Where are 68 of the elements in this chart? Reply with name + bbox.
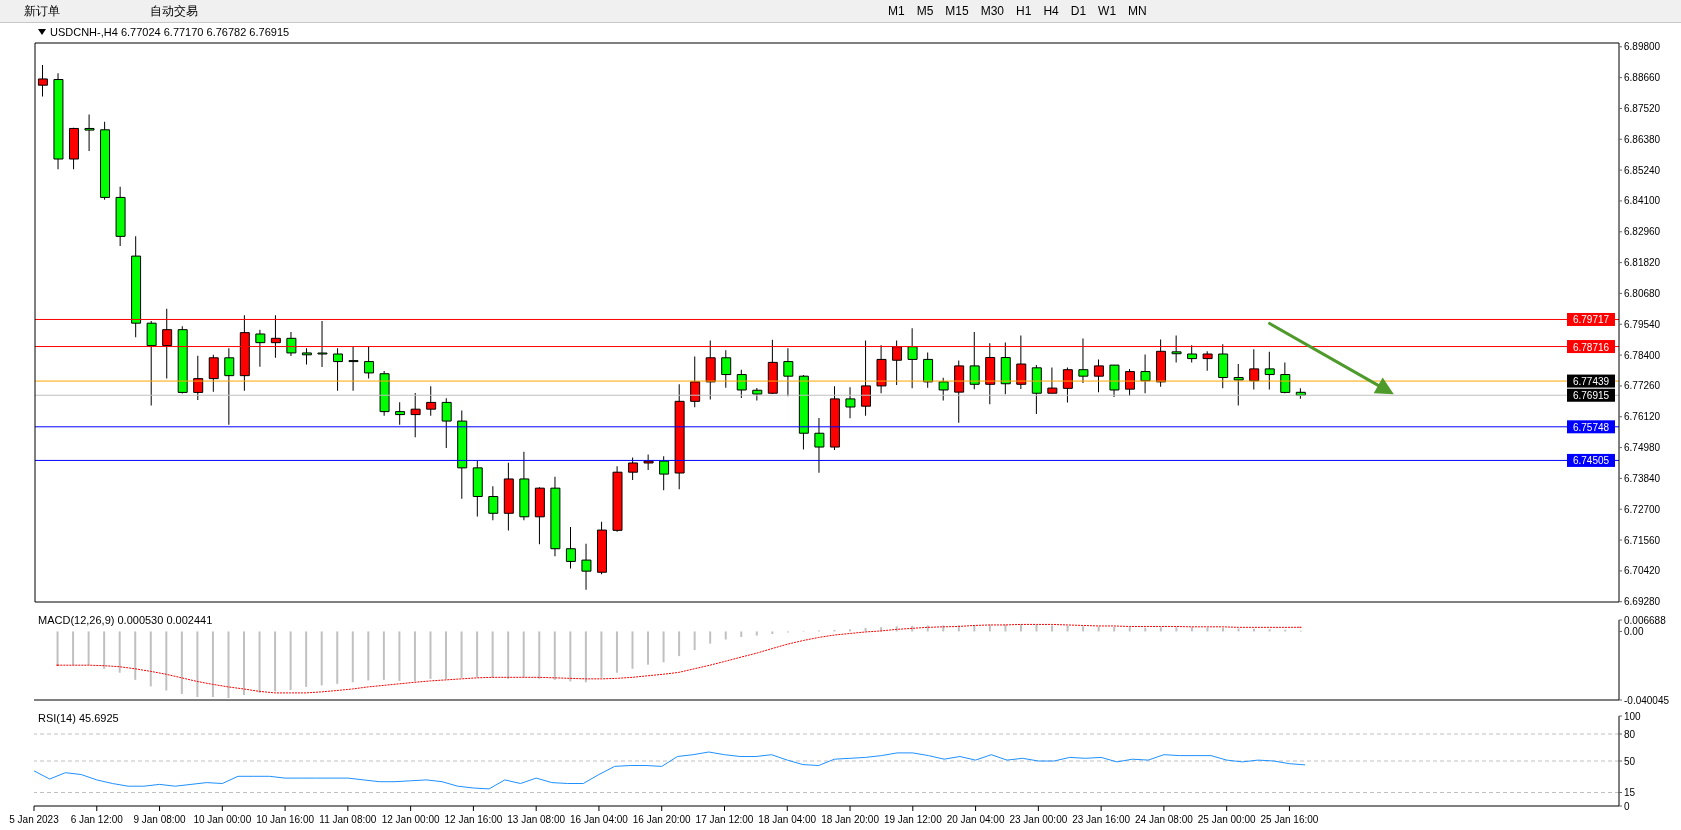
x-tick-label: 6 Jan 12:00 bbox=[70, 814, 124, 825]
y-tick-label: 6.78400 bbox=[1624, 349, 1661, 361]
x-tick-label: 23 Jan 00:00 bbox=[1009, 814, 1068, 825]
text: W1 bbox=[1098, 4, 1117, 18]
ref-line-label: 6.74505 bbox=[1572, 455, 1610, 467]
y-tick-label: 6.88660 bbox=[1624, 72, 1661, 84]
y-tick-label: 6.73840 bbox=[1624, 472, 1661, 484]
x-tick-label: 17 Jan 12:00 bbox=[695, 814, 754, 825]
y-tick-label: 15 bbox=[1624, 787, 1636, 799]
y-tick-label: 6.79540 bbox=[1624, 318, 1661, 330]
text: MN bbox=[1128, 4, 1147, 18]
y-tick-label: 0.006688 bbox=[1624, 614, 1667, 626]
x-tick-label: 16 Jan 20:00 bbox=[632, 814, 692, 825]
ref-line-label: 6.76915 bbox=[1572, 390, 1610, 402]
ref-line-label: 6.77439 bbox=[1572, 376, 1610, 388]
chart-title: MACD(12,26,9) 0.000530 0.002441 bbox=[38, 614, 213, 626]
text: H1 bbox=[1016, 4, 1032, 18]
y-tick-label: 6.76120 bbox=[1624, 411, 1661, 423]
x-tick-label: 24 Jan 08:00 bbox=[1134, 814, 1194, 825]
ref-line-label: 6.78716 bbox=[1572, 341, 1610, 353]
text: M5 bbox=[916, 4, 934, 18]
x-tick-label: 18 Jan 20:00 bbox=[821, 814, 880, 825]
y-tick-label: 6.71560 bbox=[1624, 534, 1661, 546]
y-tick-label: 50 bbox=[1624, 755, 1636, 767]
x-tick-label: 10 Jan 16:00 bbox=[256, 814, 315, 825]
y-tick-label: 6.72700 bbox=[1624, 503, 1661, 515]
x-tick-label: 19 Jan 12:00 bbox=[883, 814, 943, 825]
y-tick-label: 6.86380 bbox=[1624, 133, 1661, 145]
y-tick-label: 6.84100 bbox=[1624, 195, 1661, 207]
text: H4 bbox=[1043, 4, 1059, 18]
y-tick-label: 6.81820 bbox=[1624, 257, 1661, 269]
y-tick-label: 0.00 bbox=[1624, 626, 1644, 637]
text: D1 bbox=[1070, 4, 1087, 18]
x-tick-label: 11 Jan 08:00 bbox=[319, 814, 377, 825]
ref-line-label: 6.79717 bbox=[1572, 314, 1610, 326]
y-tick-label: 6.80680 bbox=[1624, 287, 1661, 299]
text: 自动交易 bbox=[150, 2, 198, 20]
x-tick-label: 23 Jan 16:00 bbox=[1072, 814, 1131, 825]
x-tick-label: 12 Jan 16:00 bbox=[444, 814, 503, 825]
text: M15 bbox=[945, 4, 969, 18]
y-tick-label: 6.77260 bbox=[1624, 380, 1661, 392]
text: M1 bbox=[888, 4, 905, 18]
y-tick-label: 0 bbox=[1624, 800, 1630, 812]
y-tick-label: 6.87520 bbox=[1624, 103, 1661, 114]
x-tick-label: 25 Jan 16:00 bbox=[1260, 814, 1319, 825]
ref-line-label: 6.75748 bbox=[1572, 421, 1610, 433]
x-tick-label: 16 Jan 04:00 bbox=[570, 814, 629, 825]
x-tick-label: 5 Jan 2023 bbox=[9, 814, 60, 825]
y-tick-label: 6.82960 bbox=[1624, 226, 1661, 238]
y-tick-label: 6.85240 bbox=[1624, 164, 1661, 176]
chart-title: USDCNH-,H4 6.77024 6.77170 6.76782 6.76915 bbox=[50, 26, 290, 38]
y-tick-label: 6.74980 bbox=[1624, 442, 1661, 454]
y-tick-label: 80 bbox=[1624, 728, 1636, 740]
text: M30 bbox=[980, 4, 1005, 18]
text: 新订单 bbox=[24, 2, 60, 20]
x-tick-label: 18 Jan 04:00 bbox=[758, 814, 817, 825]
x-tick-label: 20 Jan 04:00 bbox=[946, 814, 1005, 825]
x-tick-label: 9 Jan 08:00 bbox=[133, 814, 187, 825]
x-tick-label: 13 Jan 08:00 bbox=[507, 814, 566, 825]
y-tick-label: 6.70420 bbox=[1624, 565, 1661, 577]
x-tick-label: 12 Jan 00:00 bbox=[381, 814, 440, 825]
y-tick-label: 6.69280 bbox=[1624, 596, 1661, 608]
y-tick-label: -0.040045 bbox=[1624, 694, 1670, 706]
chart-title: RSI(14) 45.6925 bbox=[38, 712, 119, 724]
x-tick-label: 25 Jan 00:00 bbox=[1197, 814, 1257, 825]
y-tick-label: 100 bbox=[1624, 710, 1642, 722]
x-tick-label: 10 Jan 00:00 bbox=[193, 814, 252, 825]
y-tick-label: 6.89800 bbox=[1624, 41, 1661, 53]
